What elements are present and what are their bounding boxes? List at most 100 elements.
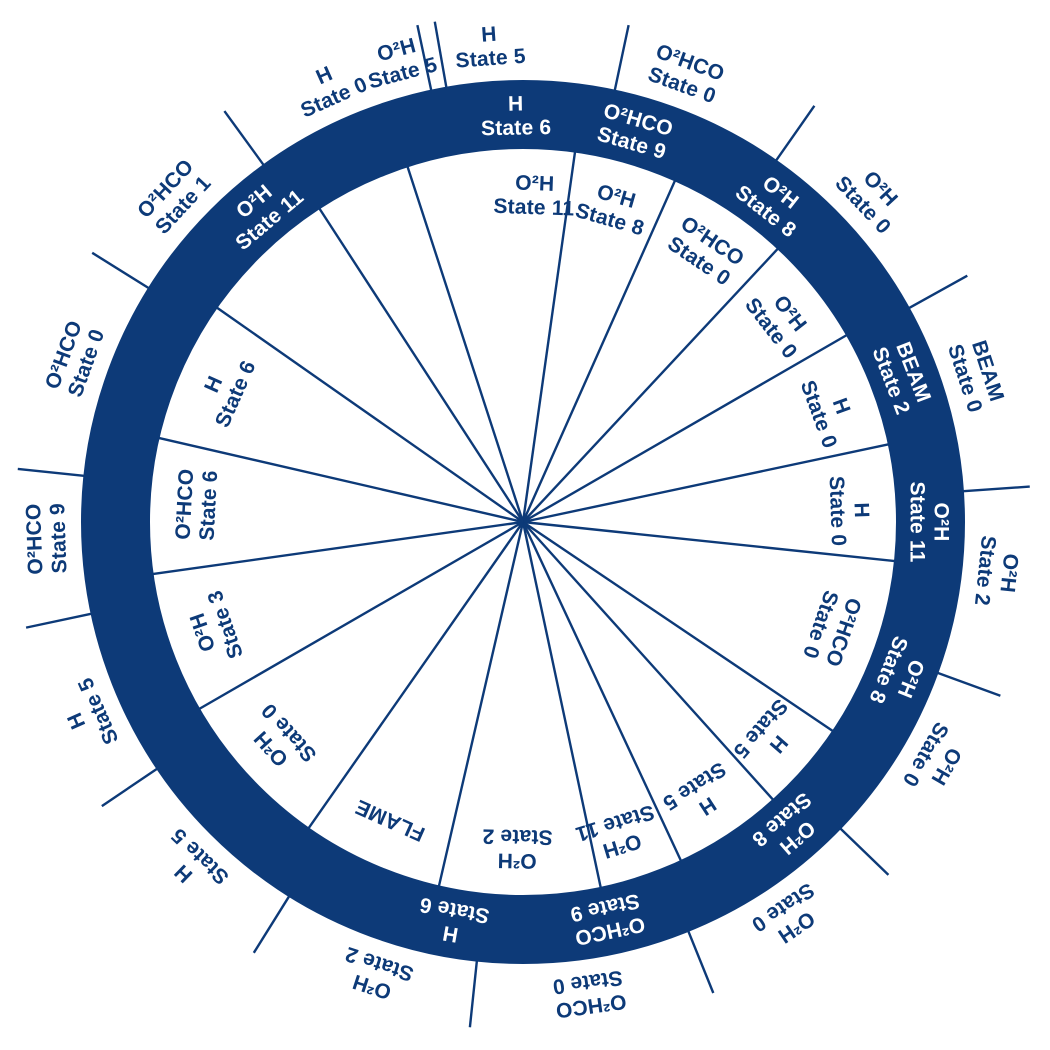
spoke-line <box>522 521 835 733</box>
outer-label-text: O²HState 2 <box>335 942 416 1008</box>
outer-label: O²HCOState 0 <box>41 318 109 400</box>
inner-state: State 2 <box>482 824 553 848</box>
outer-label-text: HState 0 <box>288 51 371 123</box>
inner-label: O²HState 8 <box>573 176 654 241</box>
ring-label-text: O²HState 11 <box>906 482 953 563</box>
spoke-line <box>522 520 897 563</box>
inner-species: O²H <box>515 172 555 196</box>
spoke-line <box>521 521 603 890</box>
spoke-line <box>157 436 524 524</box>
outer-species: H <box>480 23 497 47</box>
outer-label: HState 0 <box>288 51 371 123</box>
spoke-line <box>521 178 677 523</box>
outer-label: O²HCOState 0 <box>645 40 728 108</box>
outer-tick-line <box>223 110 267 169</box>
spoke-line <box>522 333 849 524</box>
inner-label-text: HState 0 <box>796 369 864 451</box>
inner-label-text: O²HState 8 <box>573 176 654 241</box>
inner-label-text: O²HState 0 <box>239 699 321 783</box>
inner-label: O²HCOState 6 <box>172 468 223 541</box>
spoke-lines <box>151 150 897 890</box>
outer-tick-line <box>252 892 292 954</box>
spoke-line <box>405 164 525 523</box>
outer-tick-line <box>612 24 630 94</box>
outer-label-text: O²HState 2 <box>970 534 1024 609</box>
spoke-line <box>522 442 891 524</box>
inner-label-text: O²HCOState 0 <box>798 587 866 669</box>
outer-label: HState 5 <box>453 21 527 73</box>
inner-label: O²HState 11 <box>493 171 576 221</box>
ring-label-text: HState 6 <box>480 92 551 140</box>
inner-label: O²HCOState 0 <box>798 587 866 669</box>
outer-label: O²HState 5 <box>366 34 440 94</box>
outer-tick-line <box>433 21 449 91</box>
inner-label: O²HState 0 <box>239 699 322 783</box>
outer-label-text: HState 5 <box>52 674 124 757</box>
spoke-line <box>197 520 524 711</box>
outer-tick-line <box>934 670 1001 697</box>
outer-label: HState 5 <box>52 674 124 757</box>
spoke-line <box>437 521 525 888</box>
outer-tick-line <box>905 274 968 311</box>
ring-species: H <box>508 92 524 115</box>
outer-label: BEAMState 0 <box>943 338 1008 416</box>
spoke-line <box>522 521 775 802</box>
inner-label: HState 6 <box>189 348 261 431</box>
inner-label-text: O²HState 11 <box>493 171 576 221</box>
inner-state: State 0 <box>825 476 850 547</box>
outer-label-text: O²HCOState 0 <box>551 966 628 1022</box>
ring-band <box>81 80 965 964</box>
inner-species: O²HCO <box>172 468 199 540</box>
inner-species: H <box>828 395 855 417</box>
inner-label-text: HState 6 <box>189 348 261 431</box>
outer-species: O²H <box>995 552 1022 593</box>
spoke-line <box>521 150 577 523</box>
inner-label-text: HState 5 <box>658 757 743 835</box>
outer-state: State 9 <box>46 503 71 574</box>
outer-tick-lines <box>17 21 1030 1028</box>
outer-label: O²HCOState 0 <box>551 966 628 1022</box>
outer-label: O²HCOState 9 <box>22 502 71 575</box>
inner-label: O²HCOState 0 <box>663 212 748 291</box>
outer-label-text: O²HCOState 9 <box>22 502 71 575</box>
inner-label: O²HState 0 <box>740 279 820 363</box>
outer-tick-line <box>773 105 816 164</box>
outer-label-text: HState 5 <box>453 21 526 73</box>
ring-species: O²H <box>930 502 953 541</box>
inner-label: FLAME <box>352 795 428 846</box>
inner-species: O²H <box>497 849 536 873</box>
ring-label: O²HState 11 <box>906 482 953 563</box>
inner-label-text: O²HState 0 <box>740 279 820 363</box>
spoke-line <box>151 520 524 576</box>
inner-label-text: O²HState 11 <box>573 800 664 869</box>
inner-label-text: O²HState 3 <box>181 587 248 669</box>
outer-tick-line <box>416 24 434 94</box>
inner-label: O²HState 3 <box>181 587 248 669</box>
inner-label-text: O²HCOState 0 <box>663 212 748 291</box>
outer-tick-line <box>91 251 153 291</box>
inner-label: O²HState 11 <box>573 800 664 869</box>
inner-species: H <box>850 502 874 518</box>
outer-tick-line <box>959 485 1030 493</box>
spoke-line <box>522 246 780 523</box>
outer-tick-line <box>101 765 161 808</box>
inner-label-text: HState 0 <box>825 475 874 547</box>
inner-label: HState 0 <box>796 369 864 451</box>
outer-label: O²HState 2 <box>970 534 1024 609</box>
outer-tick-line <box>468 957 479 1028</box>
outer-state: State 5 <box>455 45 527 73</box>
inner-state: State 5 <box>658 757 730 815</box>
spoke-line <box>215 305 524 523</box>
outer-tick-line <box>685 927 715 994</box>
outer-state: State 2 <box>970 534 1000 606</box>
outer-tick-line <box>25 611 95 629</box>
inner-label-text: FLAME <box>352 795 428 846</box>
ring-band-circle <box>81 80 965 964</box>
outer-label: O²HState 2 <box>335 942 417 1008</box>
spoke-line <box>306 521 524 830</box>
outer-label-text: O²HCOState 0 <box>645 40 728 108</box>
spoke-line <box>521 521 683 863</box>
inner-label: HState 5 <box>658 757 743 835</box>
ring-state: State 6 <box>481 116 552 140</box>
